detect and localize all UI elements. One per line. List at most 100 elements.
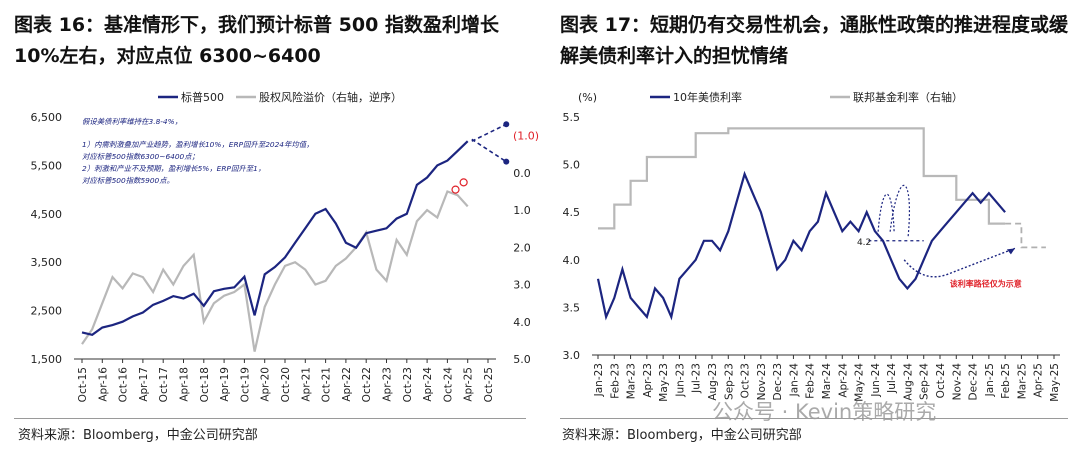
x-tick-label: Oct-17 bbox=[158, 367, 170, 402]
legend-sp500-label: 标普500 bbox=[181, 90, 224, 104]
legend-treasury-label: 10年美债利率 bbox=[673, 90, 742, 104]
annotation-line: 对应标普500指数6300~6400点； bbox=[82, 152, 199, 161]
annotation-line: 对应标普500指数5900点。 bbox=[82, 176, 174, 185]
annotation-line: 2）刺激和产业不及预期，盈利增长5%，ERP回升至1， bbox=[82, 164, 265, 173]
x-tick-label: Jan-24 bbox=[788, 363, 800, 398]
illustrative-note: 该利率路径仅为示意 bbox=[950, 278, 1022, 288]
x-tick-label: Apr-22 bbox=[341, 367, 353, 402]
x-tick-label: Oct-18 bbox=[199, 367, 211, 402]
source-divider bbox=[14, 418, 526, 419]
x-tick-label: Jun-24 bbox=[870, 363, 882, 398]
annotation-line: 1）内需刺激叠加产业趋势，盈利增长10%，ERP回升至2024年均值， bbox=[82, 140, 314, 149]
x-tick-label: Jan-23 bbox=[593, 363, 605, 397]
y-left-tick-label: 3,500 bbox=[31, 256, 63, 269]
x-tick-label: Apr-24 bbox=[422, 367, 434, 402]
x-tick-label: Oct-19 bbox=[239, 367, 251, 402]
legend-erp-label: 股权风险溢价（右轴，逆序） bbox=[259, 90, 402, 104]
x-tick-label: Aug-24 bbox=[902, 363, 914, 401]
x-tick-label: May-24 bbox=[854, 363, 866, 402]
y-right-top-label: (1.0) bbox=[513, 130, 539, 143]
x-tick-label: Apr-19 bbox=[219, 367, 231, 402]
y-right-tick-label: 5.0 bbox=[513, 353, 531, 366]
erp-series-line bbox=[81, 190, 469, 352]
y-right-tick-label: 3.0 bbox=[513, 279, 531, 292]
y-tick-label: 3.5 bbox=[563, 301, 581, 314]
figure-17: 图表 17：短期仍有交易性机会，通胀性政策的推进程度或缓解美债利率计入的担忧情绪… bbox=[540, 0, 1080, 457]
x-tick-label: Jan-25 bbox=[984, 363, 996, 397]
x-tick-label: Oct-22 bbox=[361, 367, 373, 402]
y-left-tick-label: 4,500 bbox=[31, 208, 63, 221]
y-tick-label: 5.5 bbox=[563, 111, 581, 124]
sp500-erp-chart: 6,500 5,500 4,500 3,500 2,500 1,500 0.0 1.0 2.0 3… bbox=[31, 90, 540, 403]
y-tick-label: 3.0 bbox=[563, 349, 581, 362]
x-tick-label: Oct-23 bbox=[740, 363, 752, 398]
figure-17-source: 资料来源：Bloomberg，中金公司研究部 bbox=[562, 428, 802, 443]
x-tick-label: Oct-24 bbox=[442, 367, 454, 403]
x-tick-label: Apr-23 bbox=[382, 367, 394, 402]
annotation-line: 假设美债利率维持在3.8-4%， bbox=[82, 117, 182, 126]
y-left-tick-label: 1,500 bbox=[31, 353, 63, 366]
x-tick-label: Dec-23 bbox=[772, 363, 784, 400]
x-tick-label: May-25 bbox=[1049, 363, 1061, 402]
figure-17-title: 图表 17：短期仍有交易性机会，通胀性政策的推进程度或缓解美债利率计入的担忧情绪 bbox=[560, 14, 1069, 67]
figure-16-source: 资料来源：Bloomberg，中金公司研究部 bbox=[18, 428, 258, 443]
x-tick-label: Apr-25 bbox=[1033, 363, 1045, 398]
y-tick-label: 4.0 bbox=[563, 254, 581, 267]
x-tick-label: Dec-24 bbox=[968, 363, 980, 401]
x-tick-label: Mar-23 bbox=[626, 363, 638, 399]
projected-rate-path bbox=[903, 247, 1016, 278]
x-tick-label: Oct-21 bbox=[321, 367, 333, 402]
legend-ffr-label: 联邦基金利率（右轴） bbox=[853, 90, 963, 104]
illustrative-path-1 bbox=[877, 193, 895, 232]
watermark: 公众号 · Kevin策略研究 bbox=[712, 400, 937, 424]
x-tick-label: Nov-24 bbox=[951, 363, 963, 401]
x-tick-label: Sep-24 bbox=[919, 363, 931, 400]
x-tick-label: Mar-25 bbox=[1016, 363, 1028, 399]
y-right-tick-label: 1.0 bbox=[513, 204, 531, 217]
x-tick-label: Apr-25 bbox=[463, 367, 475, 402]
erp-projection-point bbox=[503, 158, 510, 165]
source-divider bbox=[560, 418, 1068, 419]
treasury-ffr-chart: (%) 5.5 5.0 4.5 4.0 3.5 3.0 Jan-23 Feb-23 Mar-23 A… bbox=[563, 90, 1062, 402]
treasury-series-line bbox=[596, 170, 1006, 321]
y-tick-label: 4.5 bbox=[563, 206, 581, 219]
x-tick-label: Apr-18 bbox=[179, 367, 191, 402]
figure-16-title: 图表 16：基准情形下，我们预计标普 500 指数盈利增长 10%左右，对应点位… bbox=[14, 14, 499, 67]
x-tick-label: Feb-25 bbox=[1000, 363, 1012, 399]
x-tick-label: May-23 bbox=[658, 363, 670, 402]
x-tick-label: Apr-24 bbox=[837, 363, 849, 398]
y-right-tick-label: 4.0 bbox=[513, 316, 531, 329]
ffr-series-line bbox=[598, 127, 1006, 230]
unit-label: (%) bbox=[578, 91, 597, 104]
x-tick-label: Aug-23 bbox=[707, 363, 719, 401]
figure-16: 图表 16：基准情形下，我们预计标普 500 指数盈利增长 10%左右，对应点位… bbox=[14, 14, 540, 443]
x-tick-label: Mar-24 bbox=[821, 363, 833, 400]
sp500-series-line bbox=[81, 140, 469, 336]
x-tick-label: Oct-25 bbox=[483, 367, 495, 402]
x-tick-label: Apr-23 bbox=[642, 363, 654, 398]
x-tick-label: Feb-24 bbox=[805, 363, 817, 399]
x-tick-label: Jul-24 bbox=[886, 363, 898, 394]
x-tick-label: Oct-16 bbox=[118, 367, 130, 403]
y-left-tick-label: 6,500 bbox=[31, 111, 63, 124]
erp-projection-line bbox=[471, 138, 507, 163]
x-tick-label: Feb-23 bbox=[609, 363, 621, 399]
y-left-tick-label: 5,500 bbox=[31, 159, 63, 172]
x-tick-label: Apr-16 bbox=[97, 367, 109, 402]
x-tick-label: Jun-23 bbox=[674, 363, 686, 398]
y-right-tick-label: 0.0 bbox=[513, 167, 531, 180]
highlight-marker bbox=[451, 185, 460, 194]
x-tick-label: Apr-21 bbox=[300, 367, 312, 402]
x-tick-label: Nov-23 bbox=[756, 363, 768, 400]
x-tick-label: Apr-17 bbox=[138, 367, 150, 402]
level-42-label: 4.2 bbox=[857, 238, 871, 248]
highlight-marker bbox=[459, 178, 468, 187]
arrow-icon bbox=[1006, 248, 1015, 255]
x-tick-label: Oct-24 bbox=[935, 363, 947, 399]
y-left-tick-label: 2,500 bbox=[31, 305, 63, 318]
x-tick-label: Apr-20 bbox=[260, 367, 272, 402]
x-tick-label: Oct-15 bbox=[77, 367, 89, 402]
x-tick-label: Jul-23 bbox=[691, 363, 703, 394]
sp500-projection-point bbox=[503, 121, 510, 128]
x-tick-label: Oct-23 bbox=[402, 367, 414, 402]
